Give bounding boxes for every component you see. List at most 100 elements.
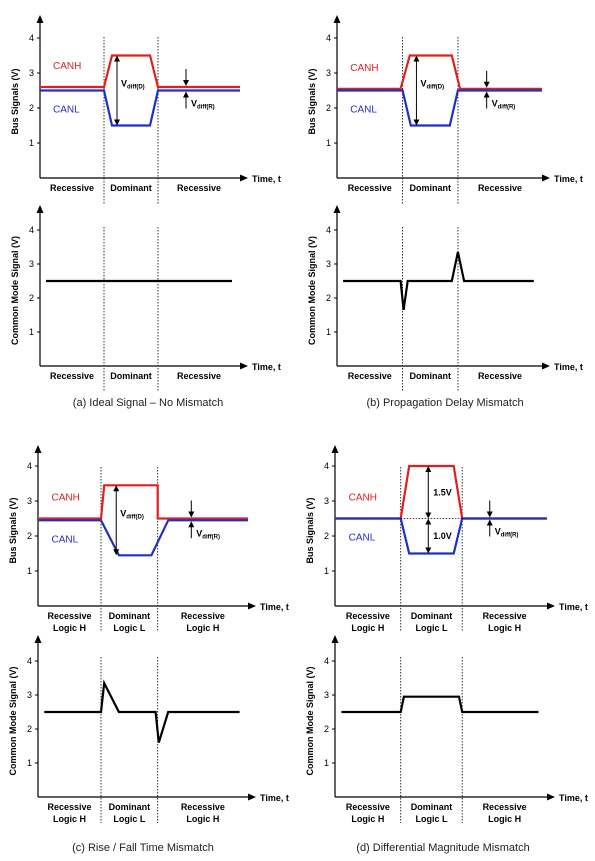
region-label: Dominant bbox=[110, 371, 152, 381]
y-tick-label: 4 bbox=[324, 461, 329, 471]
arrow-head bbox=[114, 119, 120, 126]
series-canh bbox=[38, 484, 248, 520]
y-axis-arrow bbox=[34, 445, 42, 453]
region-label: Logic L bbox=[415, 814, 447, 824]
region-label: Dominant bbox=[410, 371, 452, 381]
region-label: Recessive bbox=[478, 183, 522, 193]
series-common-mode bbox=[343, 251, 534, 311]
series-canl bbox=[40, 89, 240, 127]
x-axis-arrow bbox=[542, 362, 550, 370]
vdiff-d-sub: diff(D) bbox=[126, 514, 144, 520]
arrow-head bbox=[425, 512, 432, 519]
x-axis-arrow bbox=[248, 602, 256, 610]
region-label: Dominant bbox=[411, 611, 453, 621]
y-tick-label: 4 bbox=[326, 225, 331, 235]
series-canl bbox=[38, 519, 248, 557]
x-axis-label: Time, t bbox=[260, 602, 289, 612]
y-axis-arrow bbox=[331, 635, 339, 643]
series-canh bbox=[40, 54, 240, 89]
y-tick-label: 3 bbox=[29, 68, 34, 78]
panel-c-cm: 1 2 3 4 Common Mode Signal (V) Time, t Recessi… bbox=[8, 635, 289, 824]
y-axis-arrow bbox=[333, 15, 341, 23]
x-axis-arrow bbox=[547, 602, 555, 610]
magnitude-label-upper: 1.5V bbox=[433, 487, 452, 497]
region-label: Recessive bbox=[50, 371, 94, 381]
y-tick-label: 3 bbox=[29, 259, 34, 269]
series-label-canl: CANL bbox=[349, 533, 376, 544]
y-tick-label: 1 bbox=[27, 566, 32, 576]
y-axis-label: Bus Signals (V) bbox=[8, 497, 18, 563]
series-label-canh: CANH bbox=[349, 493, 377, 504]
x-axis-arrow bbox=[240, 362, 248, 370]
region-label: Logic L bbox=[415, 623, 447, 633]
caption-b: (b) Propagation Delay Mismatch bbox=[366, 397, 523, 409]
region-label: Logic H bbox=[186, 623, 219, 633]
y-tick-label: 2 bbox=[27, 724, 32, 734]
y-tick-label: 4 bbox=[27, 461, 32, 471]
vdiff-d-sub: diff(D) bbox=[127, 85, 145, 91]
vdiff-r-sub: diff(R) bbox=[501, 533, 519, 539]
x-axis-label: Time, t bbox=[252, 174, 281, 184]
region-label: Recessive bbox=[483, 802, 527, 812]
y-axis-label: Common Mode Signal (V) bbox=[8, 666, 18, 775]
vdiff-d-label: V bbox=[120, 508, 126, 518]
region-label: Recessive bbox=[47, 611, 91, 621]
y-tick-label: 1 bbox=[326, 138, 331, 148]
y-tick-label: 4 bbox=[326, 33, 331, 43]
region-label: Recessive bbox=[181, 611, 225, 621]
vdiff-r-sub: diff(R) bbox=[498, 105, 516, 111]
y-axis-label: Common Mode Signal (V) bbox=[10, 236, 20, 345]
region-label: Recessive bbox=[181, 802, 225, 812]
arrow-head bbox=[483, 81, 490, 88]
region-label: Recessive bbox=[483, 611, 527, 621]
arrow-head bbox=[113, 485, 120, 492]
y-axis-label: Bus Signals (V) bbox=[307, 68, 317, 134]
x-axis-arrow bbox=[547, 793, 555, 801]
panel-a-cm: 1 2 3 4 Common Mode Signal (V) Time, t Recessi… bbox=[10, 205, 281, 392]
arrow-head bbox=[413, 55, 420, 62]
series-canl bbox=[337, 89, 542, 127]
series-label-canh: CANH bbox=[52, 493, 80, 504]
region-label: Dominant bbox=[109, 802, 151, 812]
y-tick-label: 2 bbox=[324, 724, 329, 734]
y-tick-label: 1 bbox=[324, 566, 329, 576]
x-axis-label: Time, t bbox=[559, 602, 588, 612]
y-tick-label: 1 bbox=[27, 758, 32, 768]
series-label-canl: CANL bbox=[350, 105, 377, 116]
y-tick-label: 2 bbox=[27, 531, 32, 541]
arrow-head bbox=[486, 511, 493, 518]
vdiff-r-label: V bbox=[196, 528, 202, 538]
region-label: Recessive bbox=[348, 183, 392, 193]
y-axis-label: Common Mode Signal (V) bbox=[305, 666, 315, 775]
region-label: Recessive bbox=[346, 611, 390, 621]
arrow-head bbox=[486, 519, 493, 526]
panel-c-bus: 1 2 3 4 Bus Signals (V) Time, t Recessive Logic… bbox=[8, 445, 289, 633]
vdiff-d-label: V bbox=[420, 79, 426, 89]
panel-d-bus: 1 2 3 4 Bus Signals (V) Time, t Recessive Logic… bbox=[305, 445, 588, 633]
region-label: Logic H bbox=[488, 814, 521, 824]
y-axis-arrow bbox=[36, 15, 44, 23]
y-axis-label: Common Mode Signal (V) bbox=[307, 236, 317, 345]
y-tick-label: 4 bbox=[324, 656, 329, 666]
y-axis-label: Bus Signals (V) bbox=[305, 497, 315, 563]
arrow-head bbox=[483, 91, 490, 98]
panel-b-cm: 1 2 3 4 Common Mode Signal (V) Time, t Recessi… bbox=[307, 205, 583, 392]
y-tick-label: 1 bbox=[29, 327, 34, 337]
region-label: Logic H bbox=[53, 814, 86, 824]
series-canh bbox=[337, 54, 542, 90]
y-tick-label: 1 bbox=[324, 758, 329, 768]
y-tick-label: 3 bbox=[324, 690, 329, 700]
y-tick-label: 3 bbox=[326, 259, 331, 269]
region-label: Logic H bbox=[53, 623, 86, 633]
y-tick-label: 3 bbox=[326, 68, 331, 78]
arrow-head bbox=[113, 549, 120, 556]
region-label: Logic H bbox=[186, 814, 219, 824]
y-tick-label: 2 bbox=[324, 531, 329, 541]
series-common-mode bbox=[44, 679, 240, 743]
series-label-canh: CANH bbox=[53, 61, 81, 72]
y-tick-label: 2 bbox=[29, 103, 34, 113]
y-tick-label: 2 bbox=[326, 103, 331, 113]
x-axis-arrow bbox=[542, 174, 550, 182]
caption-c: (c) Rise / Fall Time Mismatch bbox=[72, 842, 214, 854]
region-label: Recessive bbox=[348, 371, 392, 381]
